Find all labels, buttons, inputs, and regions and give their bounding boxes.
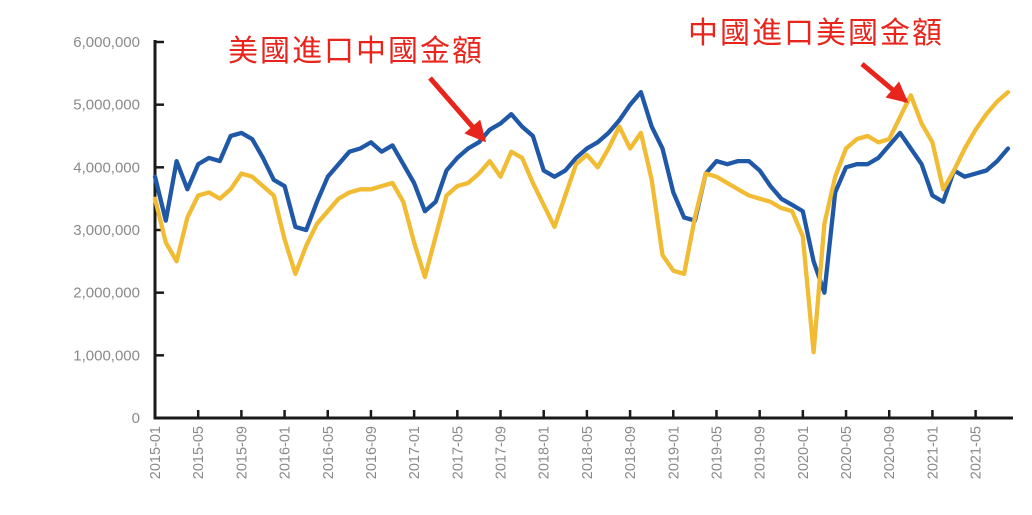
x-axis-tick-label: 2016-01 (278, 426, 294, 479)
x-axis-tick-label: 2021-01 (925, 426, 941, 479)
series-line-china_imports_from_us (152, 89, 1011, 355)
x-axis-tick-label: 2016-09 (364, 426, 380, 479)
x-axis-tick-label: 2015-05 (191, 426, 207, 479)
x-axis-tick-label: 2018-01 (537, 426, 553, 479)
annotation-arrow-us_imports_from_china (428, 76, 487, 143)
y-axis-tick-label: 1,000,000 (73, 347, 140, 364)
y-axis-tick-label: 3,000,000 (73, 222, 140, 239)
x-axis-tick-label: 2020-01 (796, 426, 812, 479)
x-axis-tick-label: 2018-05 (580, 426, 596, 479)
x-axis-tick-label: 2018-09 (623, 426, 639, 479)
x-axis-tick-label: 2016-05 (321, 426, 337, 479)
x-axis-tick-label: 2019-09 (753, 426, 769, 479)
x-axis-tick-label: 2017-09 (494, 426, 510, 479)
x-axis-tick-label: 2015-01 (148, 426, 164, 479)
series-line-us_imports_from_china (152, 89, 1011, 295)
y-axis-tick-label: 5,000,000 (73, 97, 140, 114)
x-axis-tick-label: 2021-05 (969, 426, 985, 479)
x-axis-tick-label: 2017-05 (450, 426, 466, 479)
y-axis-tick-label: 4,000,000 (73, 159, 140, 176)
annotation-us-imports-from-china-label: 美國進口中國金額 (228, 35, 484, 68)
x-axis-tick-label: 2017-01 (407, 426, 423, 479)
annotation-arrow-china_imports_from_us (860, 62, 909, 104)
annotation-china-imports-from-us-label: 中國進口美國金額 (688, 17, 944, 50)
x-axis-tick-label: 2015-09 (234, 426, 250, 479)
x-axis-tick-label: 2019-05 (709, 426, 725, 479)
y-axis-tick-label: 0 (132, 410, 140, 427)
x-axis-tick-label: 2020-09 (882, 426, 898, 479)
x-axis-tick-label: 2020-05 (839, 426, 855, 479)
x-axis-tick-label: 2019-01 (666, 426, 682, 479)
y-axis-tick-label: 2,000,000 (73, 285, 140, 302)
y-axis-tick-label: 6,000,000 (73, 34, 140, 51)
